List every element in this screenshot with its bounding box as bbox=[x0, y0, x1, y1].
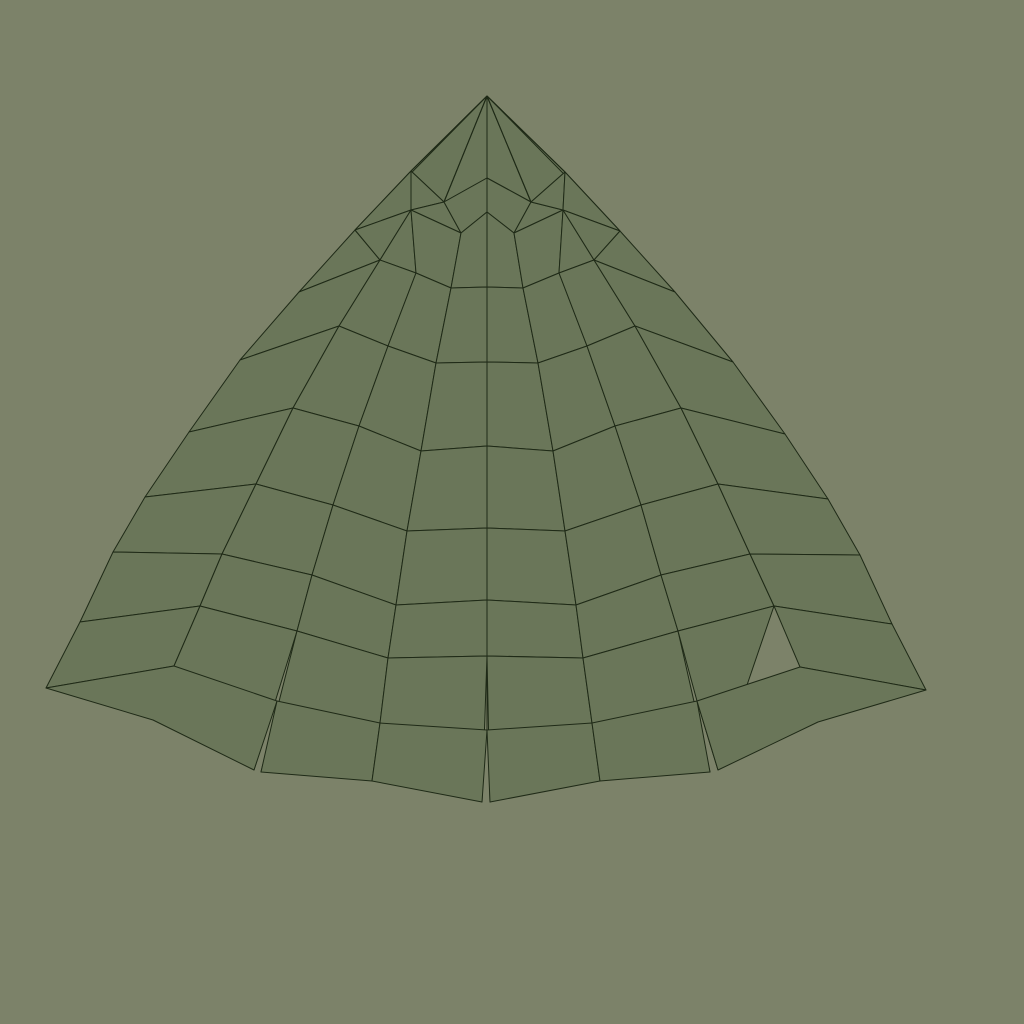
uv-edge-spoke[interactable] bbox=[486, 95, 566, 173]
uv-edge-spoke[interactable] bbox=[443, 95, 488, 203]
uv-face[interactable] bbox=[486, 445, 566, 532]
uv-face-bottom[interactable] bbox=[45, 665, 278, 771]
uv-face[interactable] bbox=[486, 527, 577, 606]
uv-edge-spoke[interactable] bbox=[486, 95, 532, 203]
uv-face[interactable] bbox=[486, 599, 584, 659]
uv-edges-group bbox=[410, 95, 566, 730]
uv-face[interactable] bbox=[387, 599, 488, 659]
uv-face-bottom[interactable] bbox=[696, 666, 927, 771]
uv-edge-spoke[interactable] bbox=[410, 95, 488, 172]
uv-face-bottom[interactable] bbox=[371, 722, 488, 803]
uv-face-bottom[interactable] bbox=[591, 700, 711, 782]
uv-faces-group bbox=[45, 95, 927, 803]
uv-face[interactable] bbox=[395, 527, 488, 606]
